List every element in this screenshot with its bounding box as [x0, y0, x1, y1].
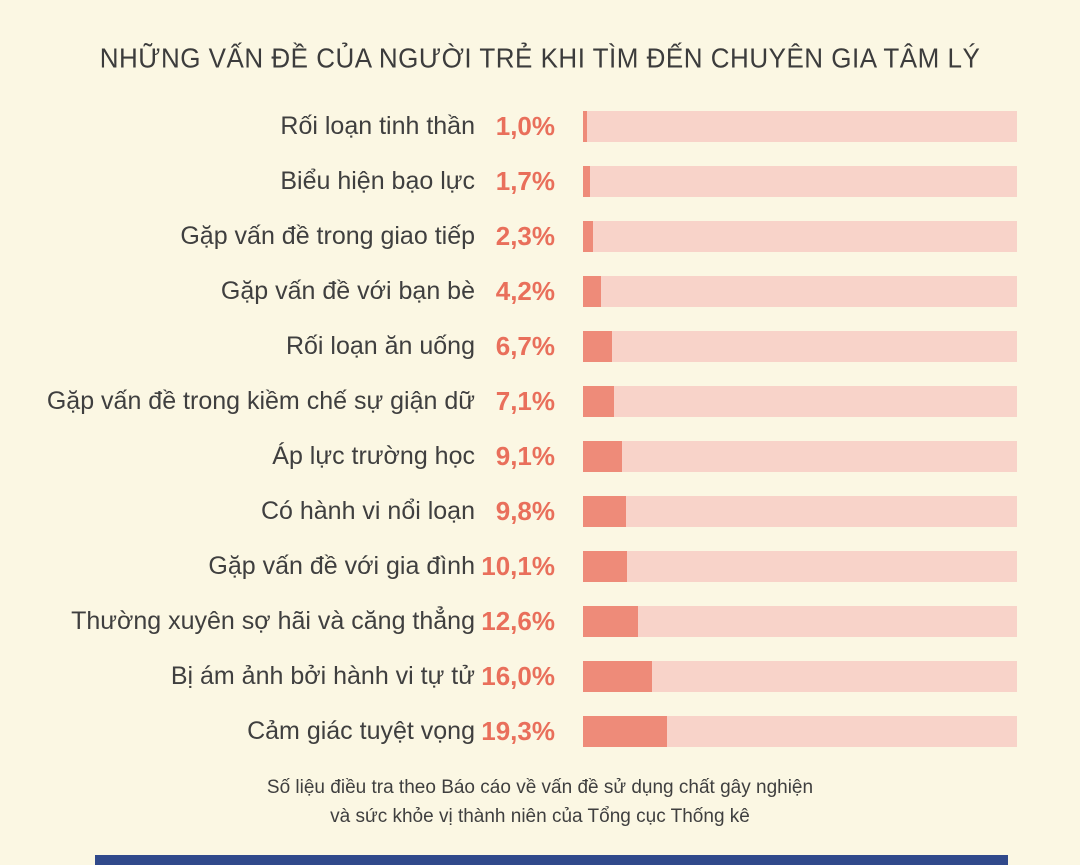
- bar-track: [583, 386, 1017, 417]
- bar-track: [583, 331, 1017, 362]
- bar-track: [583, 111, 1017, 142]
- source-note-line1: Số liệu điều tra theo Báo cáo về vấn đề …: [266, 777, 814, 798]
- bar-fill: [583, 276, 602, 307]
- value-label: 10,1%: [481, 551, 555, 581]
- bar-fill: [583, 386, 614, 417]
- bar-fill: [583, 606, 638, 637]
- chart-row: Bị ám ảnh bởi hành vi tự tử 16,0%: [0, 649, 1080, 704]
- category-label: Gặp vấn đề với bạn bè: [220, 277, 475, 305]
- chart-row: Có hành vi nổi loạn 9,8%: [0, 484, 1080, 539]
- category-label: Rối loạn ăn uống: [285, 332, 475, 360]
- bar-chart: Rối loạn tinh thần 1,0% Biểu hiện bạo lự…: [0, 99, 1080, 759]
- category-label: Có hành vi nổi loạn: [260, 497, 475, 525]
- bar-fill: [583, 661, 653, 692]
- bar-fill: [583, 716, 667, 747]
- bar-track: [583, 441, 1017, 472]
- category-label: Gặp vấn đề trong giao tiếp: [180, 222, 475, 250]
- bar-fill: [583, 111, 588, 142]
- chart-row: Rối loạn tinh thần 1,0%: [0, 99, 1080, 154]
- bottom-accent-strip: [95, 855, 1008, 865]
- chart-title: NHỮNG VẤN ĐỀ CỦA NGƯỜI TRẺ KHI TÌM ĐẾN C…: [99, 42, 981, 74]
- bar-track: [583, 276, 1017, 307]
- category-label: Bị ám ảnh bởi hành vi tự tử: [170, 662, 475, 690]
- value-label: 16,0%: [481, 661, 555, 691]
- value-label: 1,7%: [495, 166, 555, 196]
- bar-track: [583, 496, 1017, 527]
- bar-fill: [583, 496, 626, 527]
- chart-row: Gặp vấn đề với gia đình 10,1%: [0, 539, 1080, 594]
- value-label: 9,1%: [495, 441, 555, 471]
- source-note: Số liệu điều tra theo Báo cáo về vấn đề …: [0, 773, 1080, 832]
- value-label: 1,0%: [495, 111, 555, 141]
- bar-fill: [583, 221, 593, 252]
- category-label: Biểu hiện bạo lực: [280, 167, 475, 195]
- bar-fill: [583, 331, 613, 362]
- chart-rows: Rối loạn tinh thần 1,0% Biểu hiện bạo lự…: [0, 99, 1080, 759]
- bar-track: [583, 551, 1017, 582]
- value-label: 2,3%: [495, 221, 555, 251]
- category-label: Thường xuyên sợ hãi và căng thẳng: [71, 607, 475, 635]
- chart-row: Biểu hiện bạo lực 1,7%: [0, 154, 1080, 209]
- bar-fill: [583, 166, 591, 197]
- category-label: Cảm giác tuyệt vọng: [247, 717, 475, 745]
- category-label: Gặp vấn đề trong kiềm chế sự giận dữ: [46, 387, 475, 415]
- bar-track: [583, 716, 1017, 747]
- bar-track: [583, 221, 1017, 252]
- value-label: 6,7%: [495, 331, 555, 361]
- chart-row: Gặp vấn đề trong giao tiếp 2,3%: [0, 209, 1080, 264]
- chart-row: Rối loạn ăn uống 6,7%: [0, 319, 1080, 374]
- bar-fill: [583, 441, 623, 472]
- chart-row: Gặp vấn đề trong kiềm chế sự giận dữ 7,1…: [0, 374, 1080, 429]
- category-label: Gặp vấn đề với gia đình: [208, 552, 475, 580]
- chart-row: Gặp vấn đề với bạn bè 4,2%: [0, 264, 1080, 319]
- value-label: 12,6%: [481, 606, 555, 636]
- category-label: Áp lực trường học: [272, 442, 475, 470]
- category-label: Rối loạn tinh thần: [280, 112, 475, 140]
- bar-fill: [583, 551, 627, 582]
- bar-track: [583, 606, 1017, 637]
- bar-track: [583, 661, 1017, 692]
- value-label: 19,3%: [481, 716, 555, 746]
- chart-row: Thường xuyên sợ hãi và căng thẳng 12,6%: [0, 594, 1080, 649]
- value-label: 7,1%: [495, 386, 555, 416]
- value-label: 4,2%: [495, 276, 555, 306]
- chart-row: Áp lực trường học 9,1%: [0, 429, 1080, 484]
- value-label: 9,8%: [495, 496, 555, 526]
- source-note-line2: và sức khỏe vị thành niên của Tổng cục T…: [330, 806, 750, 828]
- chart-row: Cảm giác tuyệt vọng 19,3%: [0, 704, 1080, 759]
- bar-track: [583, 166, 1017, 197]
